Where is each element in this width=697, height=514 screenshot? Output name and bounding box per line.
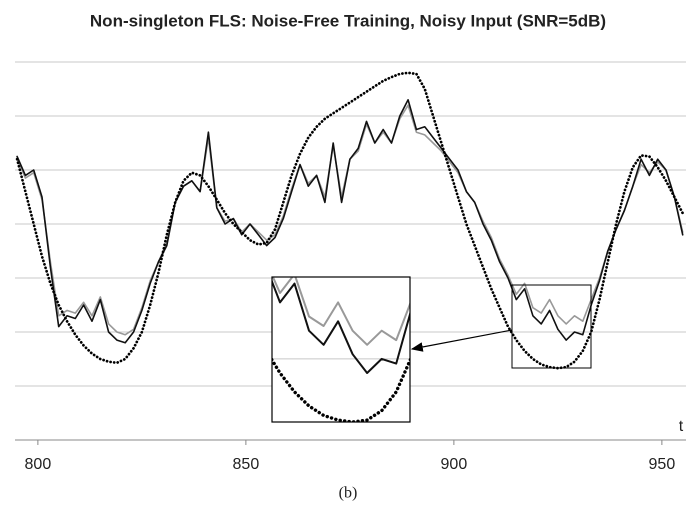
- x-tick-label: 950: [649, 456, 676, 473]
- chart-title: Non-singleton FLS: Noise-Free Training, …: [90, 11, 606, 30]
- inset-background: [272, 277, 410, 422]
- inset-lines: [272, 277, 410, 422]
- x-axis-label: t: [679, 418, 684, 435]
- caption: (b): [339, 485, 358, 502]
- x-tick-label: 800: [25, 456, 52, 473]
- inset-arrow: [410, 329, 513, 352]
- x-tick-label: 900: [441, 456, 468, 473]
- inset-frame: [271, 276, 411, 423]
- line: [16, 99, 684, 344]
- line: [272, 278, 410, 374]
- plot-lines: [15, 71, 685, 370]
- line: [272, 277, 410, 346]
- x-tick-label: 850: [233, 456, 260, 473]
- zoom-region: [511, 284, 592, 369]
- dotted-line: [15, 71, 685, 370]
